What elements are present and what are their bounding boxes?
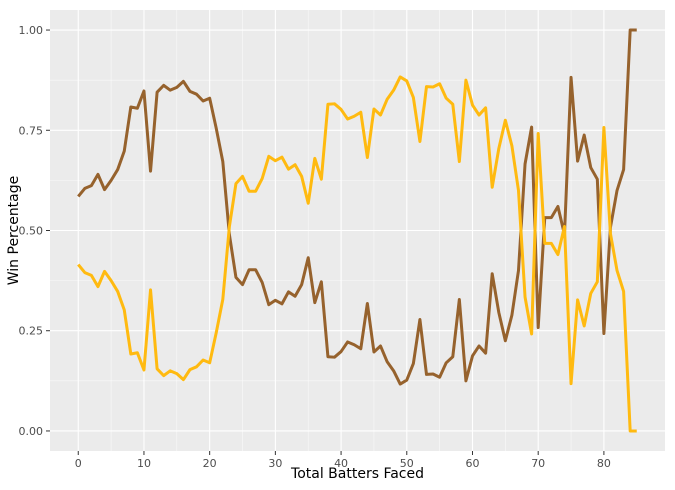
x-tick-label: 10 [137, 457, 151, 470]
y-axis-title: Win Percentage [6, 176, 22, 286]
y-axis-ticks: 0.00 0.25 0.50 0.75 1.00 [19, 24, 50, 438]
x-tick-label: 20 [203, 457, 217, 470]
y-tick-label: 1.00 [19, 24, 44, 37]
x-tick-label: 70 [531, 457, 545, 470]
y-tick-label: 0.00 [19, 425, 44, 438]
x-axis-ticks: 0 10 20 30 40 50 60 70 80 [75, 451, 611, 470]
x-tick-label: 80 [597, 457, 611, 470]
series-layer [77, 28, 637, 433]
series-line-2 [77, 75, 637, 433]
y-tick-label: 0.50 [19, 225, 44, 238]
x-tick-label: 30 [268, 457, 282, 470]
x-tick-label: 60 [465, 457, 479, 470]
x-axis-title: Total Batters Faced [290, 466, 424, 482]
y-tick-label: 0.25 [19, 325, 44, 338]
x-tick-label: 40 [334, 457, 348, 470]
x-tick-label: 50 [400, 457, 414, 470]
y-tick-label: 0.75 [19, 124, 44, 137]
x-tick-label: 0 [75, 457, 82, 470]
